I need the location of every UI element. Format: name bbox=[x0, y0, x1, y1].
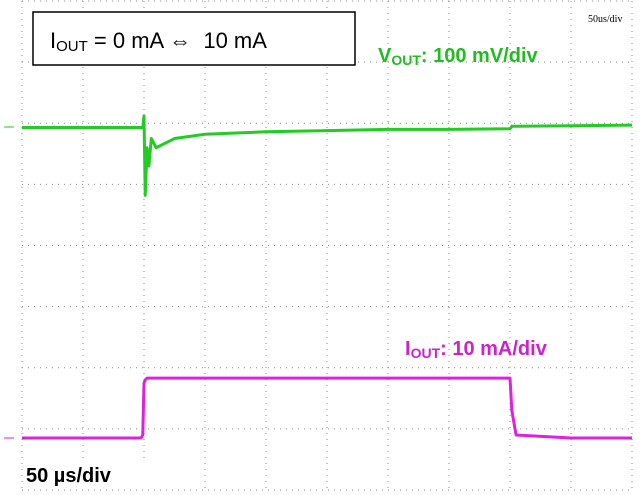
subscript: OUT bbox=[411, 345, 441, 361]
time-scale-bg bbox=[24, 460, 146, 488]
text: : 10 mA/div bbox=[440, 338, 548, 360]
subscript: OUT bbox=[391, 52, 421, 68]
condition-box bbox=[32, 11, 356, 66]
scope-timebase: 50us/div bbox=[588, 14, 622, 25]
vout-scale-label: VOUT: 100 mV/div bbox=[378, 45, 539, 68]
trace bbox=[22, 114, 633, 197]
symbol: I bbox=[50, 28, 56, 53]
trace bbox=[22, 376, 632, 440]
subscript: OUT bbox=[56, 38, 88, 55]
iout-scale-label: IOUT: 10 mA/div bbox=[405, 338, 548, 361]
traces bbox=[22, 114, 633, 440]
condition-label: IOUT = 0 mA ⇔ 10 mA bbox=[50, 28, 267, 55]
text: = 0 mA ⇔ 10 mA bbox=[88, 28, 267, 53]
time-scale-label: 50 µs/div bbox=[26, 465, 112, 487]
symbol: V bbox=[378, 45, 392, 67]
text: : 100 mV/div bbox=[421, 45, 539, 67]
symbol: I bbox=[405, 338, 411, 360]
